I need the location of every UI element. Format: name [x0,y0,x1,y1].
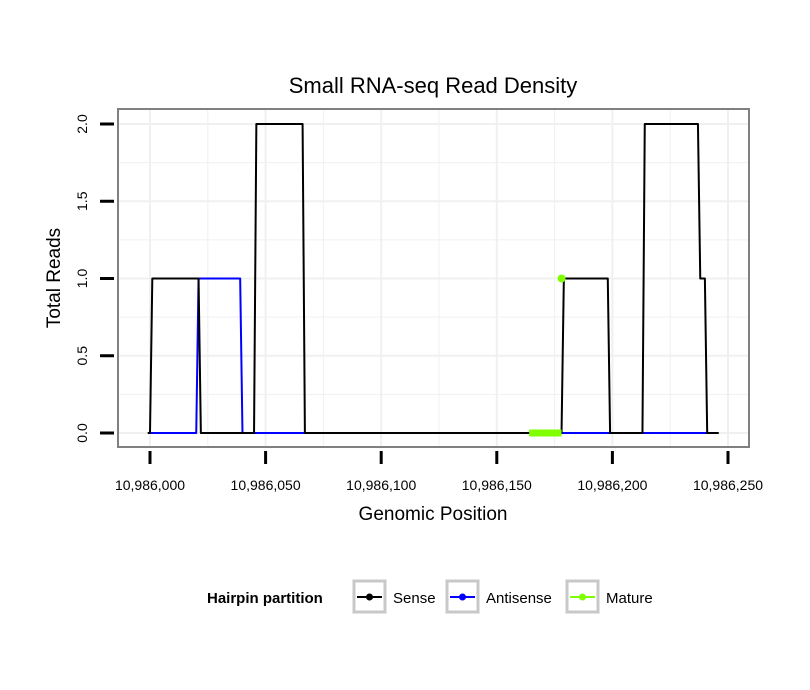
y-tick-label: 2.0 [74,114,90,134]
legend-key-point-sense [366,593,373,601]
y-axis: 0.0 0.5 1.0 1.5 2.0 [74,114,114,443]
y-tick-label: 0.0 [74,423,90,443]
legend-entries: Sense Antisense Mature [352,579,653,614]
plot-panel [117,108,750,448]
y-tick-label: 1.5 [74,191,90,211]
y-tick-label: 0.5 [74,346,90,366]
x-tick-label: 10,986,200 [577,477,647,493]
series-layer [147,123,719,437]
x-tick-label: 10,986,050 [231,477,301,493]
legend-label-sense: Sense [393,590,436,607]
legend-title: Hairpin partition [207,590,323,607]
y-axis-title: Total Reads [44,228,65,328]
x-tick-label: 10,986,100 [346,477,416,493]
series-point-mature [557,274,566,283]
x-axis-title: Genomic Position [359,504,508,525]
x-tick-label: 10,986,000 [115,477,185,493]
y-tick-label: 1.0 [74,269,90,289]
legend-label-antisense: Antisense [486,590,552,607]
x-tick-label: 10,986,150 [462,477,532,493]
chart-title: Small RNA-seq Read Density [289,73,578,98]
plot-border [117,108,750,448]
legend: Hairpin partition Sense Antisense Mature [207,579,653,614]
x-axis: 10,986,000 10,986,050 10,986,100 10,986,150… [115,451,763,493]
x-tick-label: 10,986,250 [693,477,763,493]
legend-key-point-mature [579,593,586,601]
legend-key-box-sense [352,579,387,614]
legend-key-point-antisense [459,593,466,601]
legend-label-mature: Mature [606,590,653,607]
